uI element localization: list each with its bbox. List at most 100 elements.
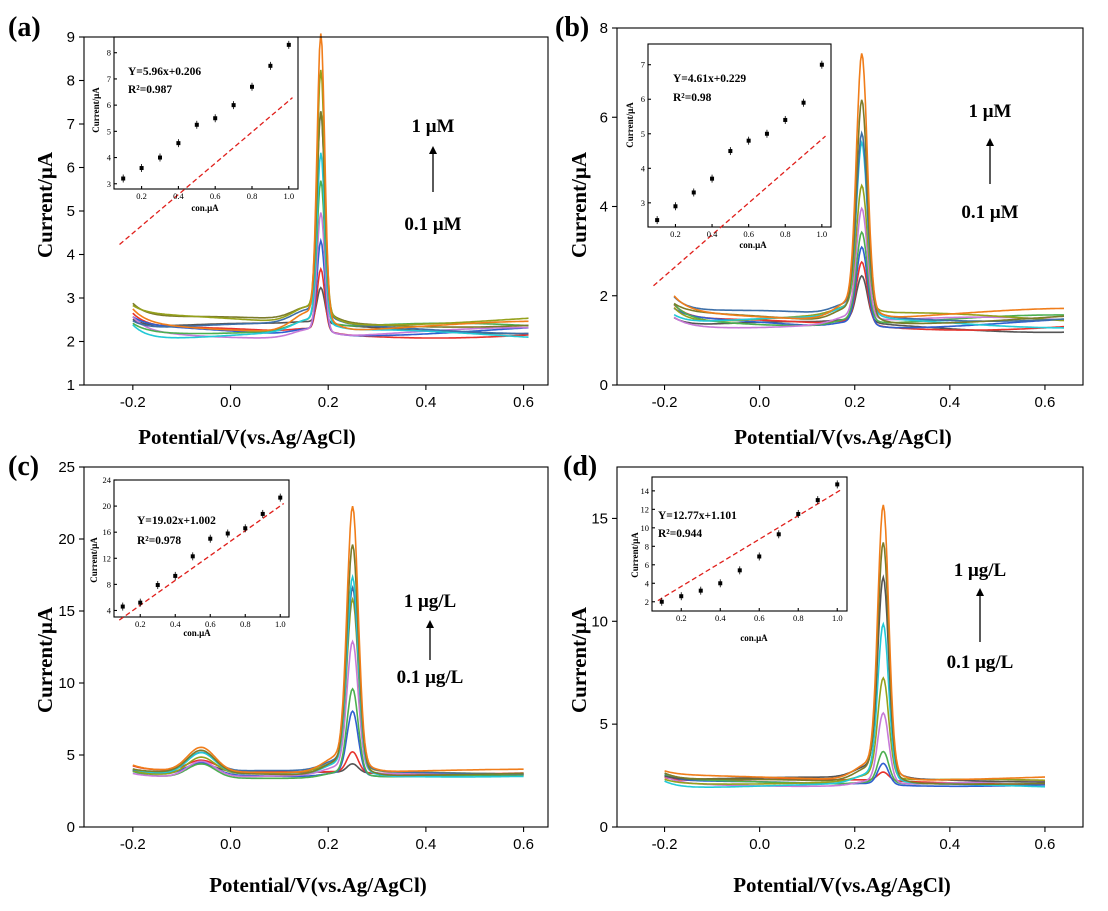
y-tick-label-d-3: 15 — [591, 510, 608, 527]
inset-point-c-8 — [260, 511, 265, 516]
panel-label-a: (a) — [8, 12, 41, 43]
conc-bottom-b: 0.1 μM — [961, 202, 1018, 223]
y-tick-label-a-2: 3 — [67, 290, 75, 307]
inset-y-tick-label-d-4: 10 — [641, 523, 650, 533]
inset-r2-c: R²=0.978 — [137, 535, 181, 547]
series-line-a-4 — [132, 212, 529, 339]
inset-x-tick-label-d-2: 0.6 — [754, 613, 765, 623]
inset-equation-b: Y=4.61x+0.229 — [673, 73, 746, 85]
plot-frame-c — [83, 466, 549, 828]
inset-point-d-8 — [815, 498, 820, 503]
y-tick-label-a-8: 9 — [67, 29, 75, 46]
x-tick-label-d-1: 0.0 — [749, 836, 770, 853]
inset-point-a-8 — [268, 63, 273, 68]
inset-x-tick-label-d-4: 1.0 — [832, 613, 843, 623]
conc-top-c: 1 μg/L — [404, 591, 456, 612]
y-tick-label-d-2: 10 — [591, 613, 608, 630]
x-tick-label-c-2: 0.2 — [318, 836, 339, 853]
inset-fit-line-d — [657, 489, 842, 602]
panel-b: (b) Potential/V(vs.Ag/AgCl) Current/μA 1… — [555, 12, 1084, 449]
conc-bottom-d: 0.1 μg/L — [947, 652, 1014, 673]
panel-label-d: (d) — [563, 451, 597, 482]
inset-frame-d — [651, 476, 848, 612]
inset-x-tick-label-a-0: 0.2 — [136, 191, 147, 201]
inset-point-b-4 — [728, 149, 733, 154]
inset-y-tick-label-c-1: 8 — [107, 579, 111, 589]
y-tick-label-a-1: 2 — [67, 334, 75, 351]
x-tick-label-a-1: 0.0 — [220, 394, 241, 411]
panel-a: (a) Potential/V(vs.Ag/AgCl) Current/μA 1… — [8, 12, 549, 449]
inset-x-tick-label-c-0: 0.2 — [135, 619, 146, 629]
series-line-d-5 — [664, 676, 1045, 786]
curves-b — [673, 53, 1065, 334]
y-tick-label-b-1: 2 — [600, 288, 608, 305]
series-line-c-7 — [132, 584, 524, 775]
inset-x-tick-label-a-2: 0.6 — [210, 191, 221, 201]
inset-fit-line-b — [653, 135, 826, 287]
series-line-d-9 — [664, 504, 1045, 781]
y-axis-title-b: Current/μA — [567, 151, 591, 258]
inset-equation-d: Y=12.77x+1.101 — [658, 510, 737, 522]
inset-frame-b — [647, 43, 832, 228]
inset-x-tick-label-d-3: 0.8 — [793, 613, 804, 623]
inset-point-d-3 — [718, 581, 723, 586]
inset-y-tick-label-a-0: 3 — [107, 179, 111, 189]
series-line-a-10 — [132, 33, 529, 332]
inset-y-tick-label-b-2: 5 — [641, 129, 645, 139]
inset-y-tick-label-c-5: 24 — [103, 475, 112, 485]
inset-point-d-1 — [679, 594, 684, 599]
inset-y-tick-label-a-1: 4 — [107, 153, 112, 163]
series-line-b-5 — [673, 206, 1064, 329]
inset-y-title-a: Current/μA — [91, 87, 101, 133]
inset-point-d-6 — [776, 532, 781, 537]
y-tick-label-a-7: 8 — [67, 73, 75, 90]
conc-arrowhead-c — [426, 620, 434, 628]
conc-top-b: 1 μM — [969, 101, 1012, 122]
inset-y-tick-label-c-0: 4 — [107, 605, 112, 615]
x-tick-label-a-2: 0.2 — [318, 394, 339, 411]
conc-top-a: 1 μM — [412, 116, 455, 137]
y-tick-label-b-2: 4 — [600, 199, 608, 216]
inset-x-tick-label-b-4: 1.0 — [817, 229, 828, 239]
y-tick-label-a-4: 5 — [67, 203, 75, 220]
inset-y-title-b: Current/μA — [625, 102, 635, 148]
y-tick-label-c-3: 15 — [58, 603, 75, 620]
series-line-c-8 — [132, 573, 524, 778]
y-tick-label-b-0: 0 — [600, 377, 608, 394]
inset-point-a-7 — [250, 84, 254, 89]
inset-point-d-5 — [757, 554, 762, 559]
inset-x-tick-label-b-1: 0.4 — [707, 229, 718, 239]
inset-x-tick-label-a-1: 0.4 — [173, 191, 184, 201]
curves-a — [132, 33, 529, 339]
inset-y-tick-label-b-3: 6 — [641, 94, 645, 104]
y-tick-label-b-4: 8 — [600, 20, 608, 37]
inset-x-tick-label-c-3: 0.8 — [240, 619, 251, 629]
inset-x-tick-label-c-2: 0.6 — [205, 619, 216, 629]
x-tick-label-c-1: 0.0 — [220, 836, 241, 853]
inset-point-c-3 — [173, 573, 178, 578]
conc-arrowhead-d — [976, 588, 984, 596]
conc-bottom-a: 0.1 μM — [404, 214, 461, 235]
conc-arrowhead-b — [986, 138, 994, 146]
x-tick-label-b-3: 0.4 — [939, 394, 960, 411]
inset-y-tick-label-b-0: 3 — [641, 198, 645, 208]
inset-point-a-5 — [213, 116, 218, 121]
inset-x-tick-label-a-4: 1.0 — [283, 191, 294, 201]
y-axis-title-d: Current/μA — [567, 606, 591, 713]
y-tick-label-c-0: 0 — [67, 819, 75, 836]
inset-point-d-9 — [835, 482, 840, 487]
x-axis-title-c: Potential/V(vs.Ag/AgCl) — [209, 873, 427, 897]
inset-x-title-a: con.μA — [191, 203, 219, 213]
inset-y-tick-label-b-4: 7 — [641, 60, 645, 70]
inset-x-tick-label-c-1: 0.4 — [170, 619, 181, 629]
panel-d: (d) Potential/V(vs.Ag/AgCl) Current/μA 1… — [563, 451, 1084, 897]
series-line-c-9 — [132, 544, 524, 777]
series-line-c-4 — [132, 687, 524, 780]
inset-point-c-4 — [190, 554, 195, 559]
inset-frame-a — [113, 36, 299, 190]
x-tick-label-b-1: 0.0 — [749, 394, 770, 411]
inset-point-c-7 — [243, 526, 248, 531]
y-tick-label-a-0: 1 — [67, 377, 75, 394]
x-tick-label-b-4: 0.6 — [1035, 394, 1056, 411]
